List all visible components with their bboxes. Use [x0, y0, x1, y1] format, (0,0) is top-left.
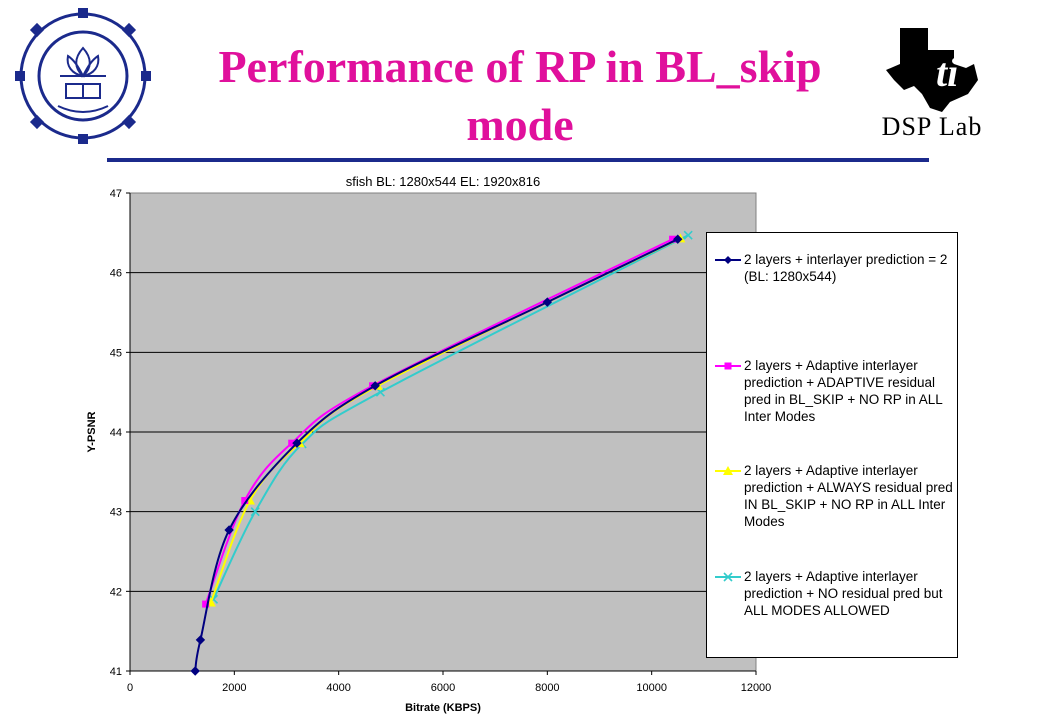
y-tick-label: 44: [110, 427, 122, 439]
series-1-point: [673, 234, 683, 244]
x-tick-label: 0: [127, 682, 133, 694]
slide-title: Performance of RP in BL_skip mode: [218, 41, 822, 150]
series-line-4: [212, 234, 689, 600]
series-2-point: [241, 497, 249, 505]
series-2-point: [669, 235, 677, 243]
y-tick-label: 41: [110, 666, 122, 678]
title-divider: [107, 158, 929, 162]
chart-legend: 2 layers + interlayer prediction = 2 (BL…: [706, 232, 958, 658]
x-tick-label: 6000: [431, 682, 455, 694]
series-line-1: [194, 238, 679, 672]
series-2-point: [202, 600, 210, 608]
dsp-lab-label: DSP Lab: [881, 112, 983, 141]
x-axis-label: Bitrate (KBPS): [405, 702, 481, 714]
series-2-point: [288, 439, 296, 447]
x-tick-label: 8000: [535, 682, 559, 694]
y-tick-label: 47: [110, 188, 122, 200]
legend-swatch: [715, 256, 741, 264]
series-1-point: [195, 635, 206, 645]
legend-swatch: [715, 572, 741, 582]
legend-label: 2 layers + Adaptive interlayer predictio…: [744, 569, 943, 618]
x-tick-label: 2000: [222, 682, 246, 694]
chart-title: sfish BL: 1280x544 EL: 1920x816: [346, 174, 540, 189]
legend-label: 2 layers + Adaptive interlayer predictio…: [744, 463, 953, 529]
y-tick-label: 46: [110, 268, 122, 280]
series-line-2: [204, 238, 673, 605]
iit-bombay-logo: [8, 6, 158, 146]
y-tick-label: 42: [110, 586, 122, 598]
series-1-point: [190, 666, 200, 676]
x-tick-label: 12000: [741, 682, 772, 694]
series-1-point: [542, 297, 553, 307]
y-axis-label: Y-PSNR: [86, 411, 98, 452]
series-4-point: [250, 507, 260, 517]
series-1-point: [224, 525, 234, 535]
series-4-point: [683, 230, 693, 240]
ti-dsp-lab-logo: ti: [870, 24, 990, 144]
x-tick-label: 10000: [636, 682, 667, 694]
legend-swatch: [715, 362, 741, 370]
series-1-point: [370, 381, 380, 391]
svg-text:ti: ti: [936, 50, 958, 95]
y-tick-label: 43: [110, 507, 122, 519]
legend-swatch: [715, 466, 741, 475]
y-tick-label: 45: [110, 347, 122, 359]
legend-label: 2 layers + interlayer prediction = 2 (BL…: [744, 252, 948, 284]
legend-label: 2 layers + Adaptive interlayer predictio…: [744, 358, 943, 424]
x-tick-label: 4000: [326, 682, 350, 694]
series-1-point: [292, 438, 302, 448]
